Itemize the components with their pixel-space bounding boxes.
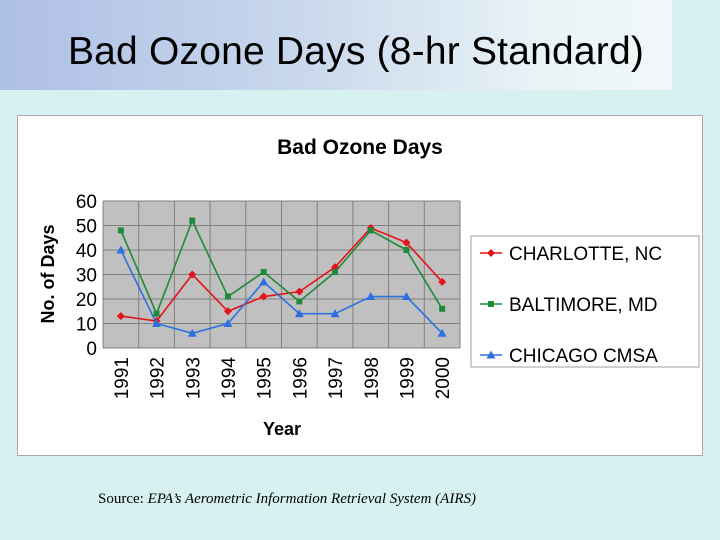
x-tick-label: 1991 [112,357,133,399]
legend-label: CHARLOTTE, NC [509,244,662,265]
legend-marker [486,350,496,359]
data-point [187,328,197,337]
data-point [189,217,196,224]
legend-label: CHICAGO CMSA [509,346,658,367]
y-axis-ticks: 0 10 20 30 40 50 60 [76,192,97,360]
y-tick-label: 60 [76,192,97,213]
data-point [259,292,268,301]
data-point [402,238,411,247]
data-point [295,287,304,296]
slide-title: Bad Ozone Days (8-hr Standard) [67,30,645,73]
legend-item-1: BALTIMORE, MD [480,295,658,316]
data-point [332,269,339,276]
data-point [439,305,446,312]
data-point [296,298,303,305]
data-point [259,277,269,286]
x-tick-label: 1994 [219,357,240,400]
data-point [437,328,447,337]
data-point [152,319,162,327]
y-axis-label: No. of Days [38,224,58,323]
data-point [223,319,233,327]
x-tick-label: 1996 [290,357,311,399]
data-point [188,270,197,279]
data-point [294,309,304,318]
legend-item-0: CHARLOTTE, NC [480,244,662,265]
y-tick-label: 0 [86,339,97,360]
legend-marker [487,249,495,257]
data-point [116,245,126,254]
data-point [153,310,160,317]
data-point [330,309,340,318]
x-tick-label: 1992 [148,357,169,399]
source-note: Source: EPA’s Aerometric Information Ret… [98,491,476,508]
series-0 [116,223,447,326]
legend-label: BALTIMORE, MD [509,295,658,316]
data-point [224,293,231,300]
data-point [260,269,267,276]
y-tick-label: 20 [76,290,97,311]
legend: CHARLOTTE, NC BALTIMORE, MD CHICAGO CMSA [480,244,662,367]
source-label: Source: [98,491,144,507]
legend-marker [488,301,494,307]
series-1 [117,217,446,317]
x-tick-label: 1999 [397,357,418,399]
legend-item-2: CHICAGO CMSA [480,346,658,367]
x-tick-label: 1993 [183,357,204,399]
series-line [120,226,443,322]
x-tick-label: 1997 [326,357,347,399]
data-point [116,312,125,321]
data-point [438,277,447,286]
series-line [120,249,443,335]
data-point [366,292,376,301]
data-point [401,292,411,301]
series-line [120,218,443,316]
x-axis-label: Year [263,419,301,439]
y-tick-label: 40 [76,241,97,262]
x-tick-label: 1995 [255,357,276,399]
y-tick-label: 30 [76,266,97,287]
series-group [116,217,447,337]
y-tick-label: 50 [76,217,97,238]
chart-title: Bad Ozone Days [277,136,443,159]
series-2 [116,245,447,337]
data-point [367,227,374,234]
data-point [403,247,410,253]
legend-box [470,235,700,368]
data-point [117,227,124,234]
title-band [0,0,672,90]
x-tick-label: 1998 [362,357,383,399]
x-axis-ticks: 1991 1992 1993 1994 1995 1996 1997 1998 1999 2000 [112,357,454,400]
source-text: EPA’s Aerometric Information Retrieval S… [147,491,476,507]
chart-container: Bad Ozone Days 0 10 20 30 40 50 60 1991 1992 199… [17,115,703,456]
y-tick-label: 10 [76,315,97,336]
x-tick-label: 2000 [433,357,454,399]
data-point [223,307,232,316]
gridlines [102,200,461,349]
